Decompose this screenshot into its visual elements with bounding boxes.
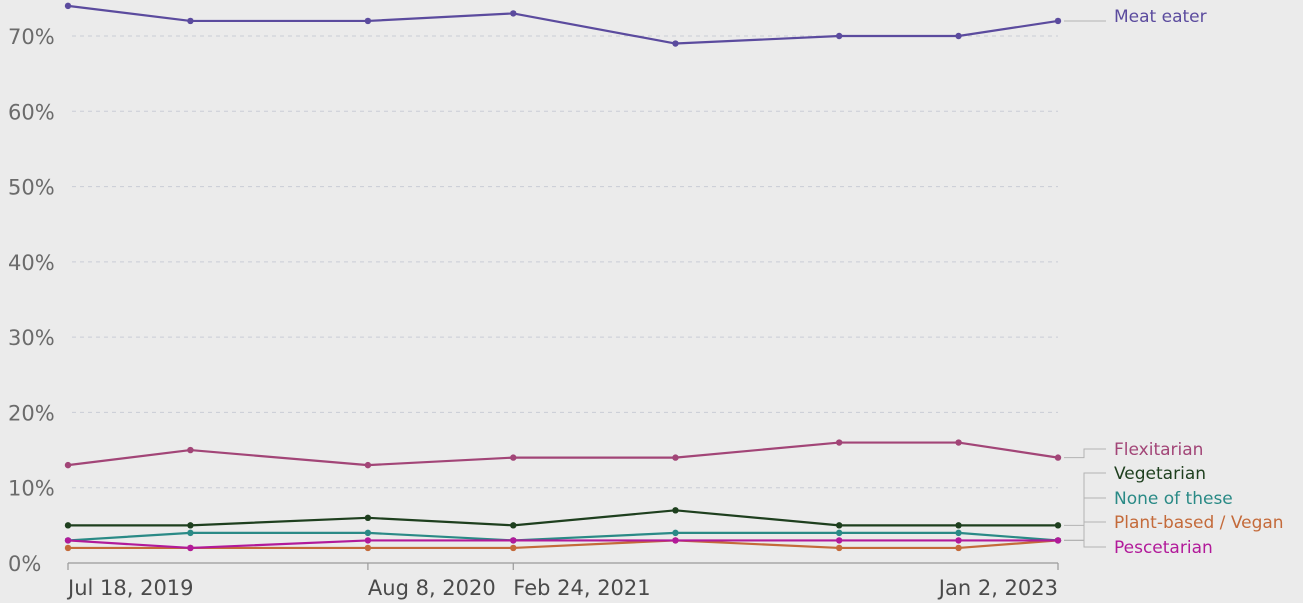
data-point — [187, 17, 194, 25]
data-point — [364, 537, 372, 544]
data-point — [364, 529, 372, 537]
data-point — [364, 544, 372, 552]
y-tick-label: 40% — [8, 251, 55, 275]
data-point — [1054, 454, 1062, 461]
data-point — [187, 522, 194, 529]
data-point — [835, 522, 843, 529]
label-connector — [1064, 497, 1106, 541]
data-point — [835, 529, 843, 537]
series-line — [67, 441, 1059, 467]
data-point — [187, 529, 194, 537]
series-line — [68, 509, 1058, 527]
series-line — [67, 531, 1059, 542]
y-tick-label: 0% — [8, 552, 41, 576]
series-label: Meat eater — [1114, 7, 1207, 27]
data-point — [64, 537, 72, 544]
series-label: Pescetarian — [1114, 538, 1213, 558]
label-connector — [1064, 448, 1106, 459]
data-point — [187, 544, 194, 552]
data-point — [955, 522, 962, 529]
data-point — [64, 461, 72, 469]
y-tick-label: 50% — [8, 176, 55, 200]
data-point — [1054, 17, 1062, 25]
label-connector — [1064, 539, 1106, 548]
data-point — [955, 32, 962, 40]
y-tick-label: 30% — [8, 326, 55, 350]
series-line — [67, 4, 1059, 45]
y-tick-label: 20% — [8, 401, 55, 425]
series-label: Plant-based / Vegan — [1114, 513, 1284, 533]
series-line — [68, 539, 1059, 550]
x-tick-label: Feb 24, 2021 — [513, 576, 650, 600]
data-point — [1054, 522, 1062, 529]
data-point — [1054, 537, 1062, 544]
data-point — [510, 10, 517, 17]
data-point — [510, 537, 517, 544]
data-point — [672, 537, 679, 544]
data-point — [955, 439, 962, 446]
data-point — [672, 40, 679, 47]
data-point — [835, 544, 843, 552]
data-point — [510, 522, 517, 529]
data-point — [64, 522, 72, 529]
data-point — [835, 537, 843, 544]
data-point — [955, 529, 962, 537]
data-point — [835, 32, 843, 40]
label-connector — [1064, 521, 1106, 541]
data-point — [955, 544, 962, 552]
data-point — [672, 529, 679, 537]
data-point — [510, 454, 517, 461]
data-point — [364, 461, 372, 469]
y-tick-label: 70% — [8, 25, 55, 49]
label-connector — [1064, 472, 1106, 526]
y-tick-label: 10% — [8, 477, 55, 501]
data-point — [64, 544, 72, 552]
data-point — [187, 446, 194, 454]
series-label: None of these — [1114, 489, 1233, 509]
series-line — [67, 539, 1058, 550]
data-point — [672, 454, 679, 461]
x-tick-label: Aug 8, 2020 — [368, 576, 496, 600]
x-tick-label: Jul 18, 2019 — [66, 576, 194, 600]
data-point — [672, 507, 679, 514]
x-tick-label: Jan 2, 2023 — [937, 576, 1058, 600]
data-point — [64, 2, 72, 10]
y-tick-label: 60% — [8, 100, 55, 124]
data-point — [955, 537, 962, 544]
data-point — [364, 514, 372, 522]
data-point — [364, 17, 372, 25]
data-point — [835, 439, 843, 446]
series-label: Flexitarian — [1114, 440, 1203, 460]
series-label: Vegetarian — [1114, 464, 1206, 484]
data-point — [510, 544, 517, 552]
